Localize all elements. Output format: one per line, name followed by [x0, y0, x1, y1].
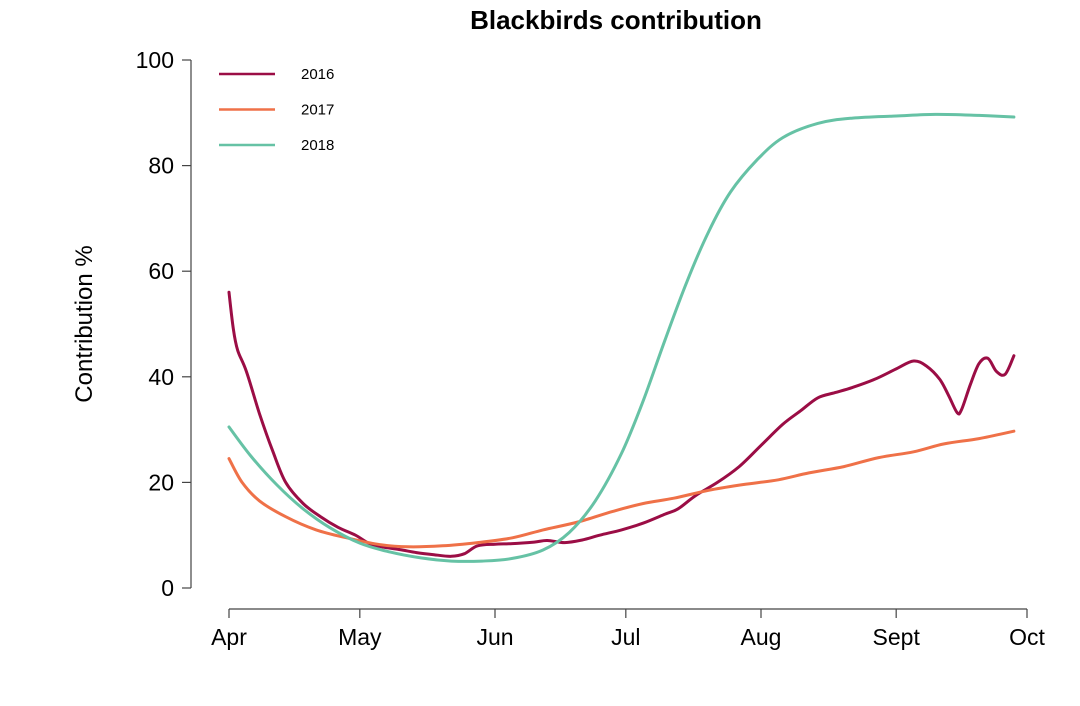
series-group [227, 112, 1016, 563]
x-tick-label: Jul [611, 624, 640, 650]
x-tick-label: Aug [741, 624, 782, 650]
y-axis: 0 20 40 60 80 100 [136, 47, 192, 601]
y-tick-label: 20 [148, 469, 174, 495]
legend: 2016 2017 2018 [219, 66, 334, 154]
legend-label: 2017 [301, 102, 334, 119]
legend-label: 2018 [301, 137, 334, 154]
y-tick-label: 80 [148, 153, 174, 179]
series-line-2016 [227, 290, 1016, 558]
x-axis: Apr May Jun Jul Aug Sept Oct [211, 608, 1045, 650]
y-tick-label: 0 [161, 575, 174, 601]
series-line-2018 [227, 112, 1016, 563]
chart-title: Blackbirds contribution [470, 5, 762, 35]
legend-label: 2016 [301, 66, 334, 83]
y-tick-label: 40 [148, 364, 174, 390]
y-tick-label: 100 [136, 47, 174, 73]
x-tick-label: Sept [873, 624, 921, 650]
y-tick-label: 60 [148, 258, 174, 284]
x-tick-label: May [338, 624, 382, 650]
x-tick-label: Oct [1009, 624, 1045, 650]
x-tick-label: Apr [211, 624, 247, 650]
series-line-2017 [227, 429, 1016, 549]
x-tick-label: Jun [476, 624, 513, 650]
y-axis-label: Contribution % [71, 245, 98, 402]
